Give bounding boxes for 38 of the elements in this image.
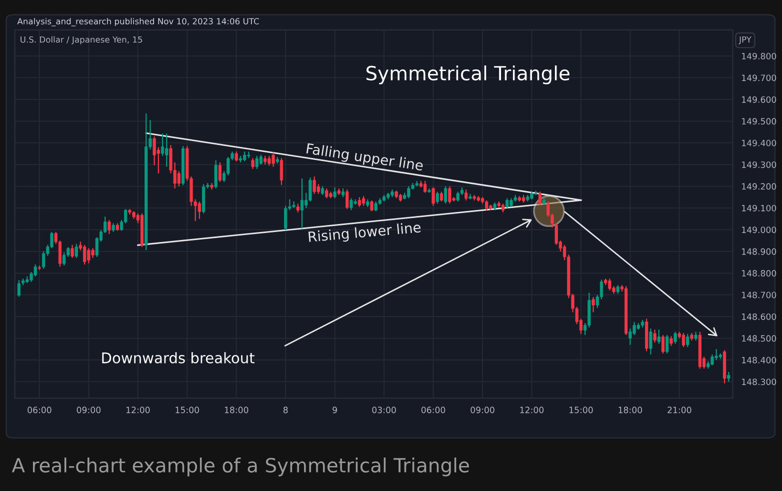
annotation: U.S. Dollar / Japanese Yen, 15 [20,36,142,44]
x-tick-label: 9 [332,406,337,414]
series-label: Rising lower line [308,222,422,245]
x-tick-label: 18:00 [224,406,248,414]
y-tick-label: 149.400 [742,140,776,146]
y-tick-label: 148.400 [742,356,776,364]
y-tick-label: 149.200 [742,183,776,190]
x-tick-label: 12:00 [520,406,544,414]
y-tick-label: 149.000 [742,226,776,234]
y-axis-title: JPY [738,36,752,44]
x-tick-label: 09:00 [470,406,494,414]
y-tick-label: 148.900 [742,248,776,255]
text: Symmetrical Triangle [366,65,570,84]
text: Falling upper line [306,142,424,174]
x-tick-label: 15:00 [176,406,199,414]
x-tick-label: 06:00 [421,406,446,414]
text: Analysis_and_research published Nov 10, 2023 14:06 UTC [17,18,259,26]
x-tick-label: 8 [283,406,288,414]
y-tick-label: 148.600 [742,313,776,320]
x-tick-label: 12:00 [126,406,150,414]
x-tick-label: 15:00 [569,406,593,414]
y-tick-label: 148.700 [742,292,776,298]
y-tick-label: 149.300 [742,161,776,168]
y-tick-label: 148.500 [742,335,776,342]
y-tick-label: 149.700 [742,74,776,82]
x-tick-label: 03:00 [372,406,396,414]
y-tick-label: 149.800 [742,52,776,60]
x-tick-label: 06:00 [28,406,52,414]
y-tick-label: 149.500 [742,118,776,125]
y-tick-label: 149.600 [742,96,776,103]
y-tick-label: 148.300 [742,378,776,386]
text: A real-chart example of a Symmetrical Triangle [12,458,469,476]
x-tick-label: 21:00 [668,406,692,414]
y-tick-label: 148.800 [742,270,776,277]
y-tick-label: 149.100 [742,204,776,212]
x-tick-label: 18:00 [618,406,642,414]
x-tick-label: 09:00 [76,406,101,414]
annotation: Downwards breakout [102,352,254,364]
